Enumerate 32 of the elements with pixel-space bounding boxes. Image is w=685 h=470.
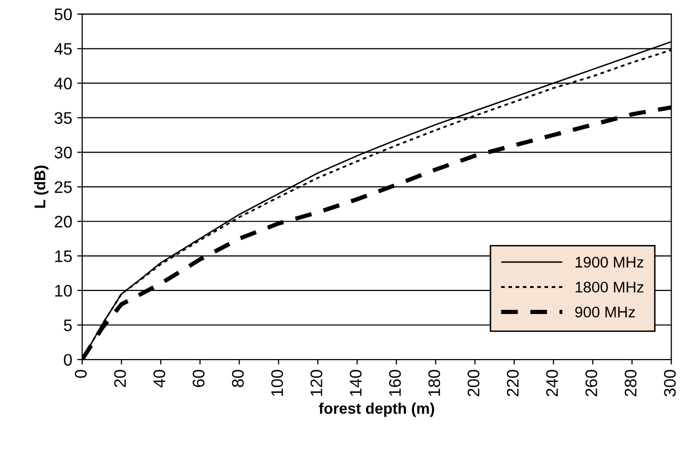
y-tick-label: 20 (54, 216, 72, 228)
x-tick-label: 120 (310, 370, 322, 396)
x-tick-label: 160 (389, 370, 401, 396)
y-tick-label: 15 (55, 250, 72, 262)
y-tick-label: 40 (54, 78, 72, 90)
x-tick-label: 240 (546, 370, 558, 396)
x-axis-title: forest depth (m) (318, 402, 434, 417)
x-tick-label: 180 (428, 370, 440, 396)
x-tick-label: 140 (350, 370, 362, 396)
y-tick-label: 25 (54, 181, 72, 194)
y-axis-title: L (dB) (34, 166, 48, 208)
x-tick-label: 220 (506, 370, 519, 396)
x-tick-label: 80 (232, 370, 244, 388)
y-tick-label: 10 (55, 284, 72, 297)
x-tick-label: 0 (74, 370, 87, 378)
x-tick-label: 60 (192, 370, 204, 387)
x-tick-label: 100 (271, 370, 284, 396)
y-tick-label: 30 (54, 146, 72, 158)
legend-label: 900 MHz (575, 306, 635, 318)
legend-label: 1900 MHz (576, 256, 644, 268)
y-tick-label: 50 (54, 8, 72, 20)
x-tick-label: 300 (664, 370, 676, 396)
y-tick-label: 5 (64, 320, 72, 332)
x-tick-label: 40 (153, 370, 166, 388)
legend-label: 1800 MHz (576, 282, 644, 293)
y-tick-label: 0 (64, 354, 72, 366)
y-tick-label: 35 (54, 112, 72, 124)
x-tick-label: 20 (114, 370, 126, 387)
x-tick-label: 280 (624, 370, 636, 396)
y-tick-label: 45 (54, 43, 72, 55)
x-tick-label: 200 (468, 370, 480, 396)
x-tick-label: 260 (585, 370, 598, 396)
